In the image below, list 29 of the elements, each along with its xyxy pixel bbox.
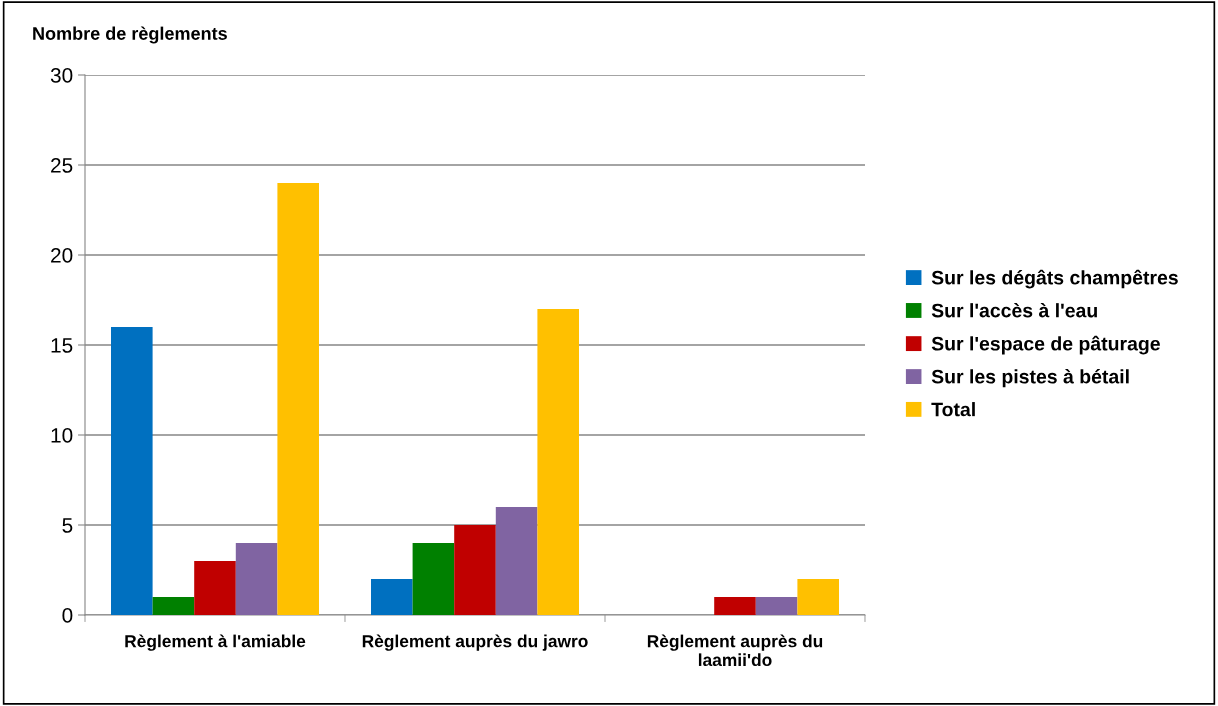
bar <box>714 597 756 615</box>
y-tick-label: 10 <box>51 428 73 443</box>
bar <box>537 309 579 615</box>
bar <box>194 561 236 615</box>
bar <box>412 543 455 615</box>
bar <box>111 327 153 615</box>
bar <box>277 183 319 615</box>
bar <box>235 543 278 615</box>
bar <box>371 579 413 615</box>
bar <box>797 579 839 615</box>
bar <box>495 507 538 615</box>
legend-label: Sur les pistes à bétail <box>931 369 1129 388</box>
y-tick-label: 0 <box>62 608 73 623</box>
y-tick-label: 30 <box>50 68 73 83</box>
bar <box>755 597 798 615</box>
legend-label: Sur l'espace de pâturage <box>931 335 1160 355</box>
y-tick-label: 20 <box>51 248 73 263</box>
legend-label: Total <box>931 402 975 417</box>
y-tick-label: 5 <box>62 518 73 533</box>
y-tick-label: 25 <box>51 158 73 173</box>
x-tick-label: Règlement auprès du jawro <box>362 634 588 651</box>
legend-label: Sur l'accès à l'eau <box>931 302 1097 318</box>
x-tick-label: Règlement auprès du laamii'do <box>647 634 823 667</box>
bar <box>152 597 195 615</box>
y-axis-title: Nombre de règlements <box>33 26 227 44</box>
x-tick-label: Règlement à l'amiable <box>125 634 306 651</box>
bar <box>454 525 496 615</box>
y-tick-label: 15 <box>51 338 73 353</box>
legend-label: Sur les dégâts champêtres <box>931 269 1178 289</box>
